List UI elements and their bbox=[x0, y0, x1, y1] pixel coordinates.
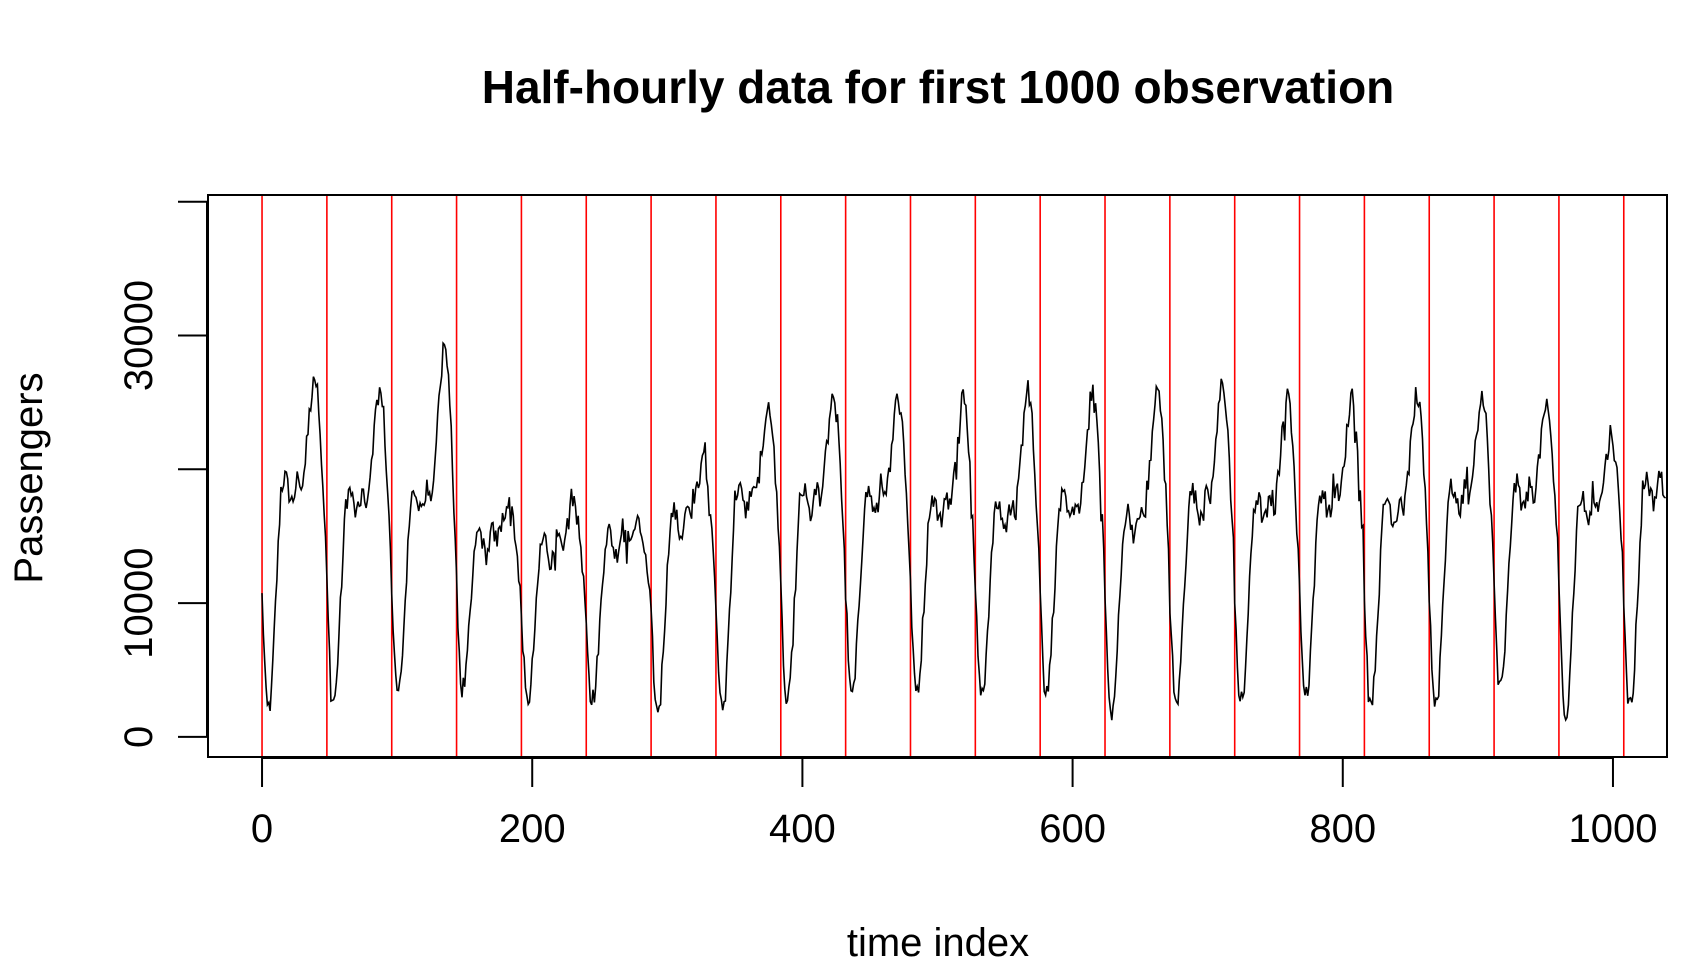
x-tick-label-1: 200 bbox=[499, 807, 566, 851]
y-tick-label-3: 30000 bbox=[117, 280, 161, 391]
y-tick-label-1: 10000 bbox=[117, 548, 161, 659]
x-tick-label-4: 800 bbox=[1309, 807, 1376, 851]
x-tick-label-2: 400 bbox=[769, 807, 836, 851]
plot-border bbox=[207, 194, 1668, 758]
x-axis-label: time index bbox=[847, 921, 1029, 965]
chart-title: Half-hourly data for first 1000 observat… bbox=[482, 61, 1395, 113]
y-tick-label-0: 0 bbox=[117, 726, 161, 748]
x-tick-label-5: 1000 bbox=[1568, 807, 1657, 851]
x-tick-label-3: 600 bbox=[1039, 807, 1106, 851]
y-axis-label: Passengers bbox=[7, 372, 51, 583]
x-tick-label-0: 0 bbox=[251, 807, 273, 851]
y-axis: 0 10000 30000 bbox=[117, 200, 208, 748]
series-line-passengers bbox=[261, 341, 1667, 723]
reference-lines bbox=[261, 195, 1625, 757]
x-axis: 0 200 400 600 800 1000 bbox=[251, 757, 1657, 851]
